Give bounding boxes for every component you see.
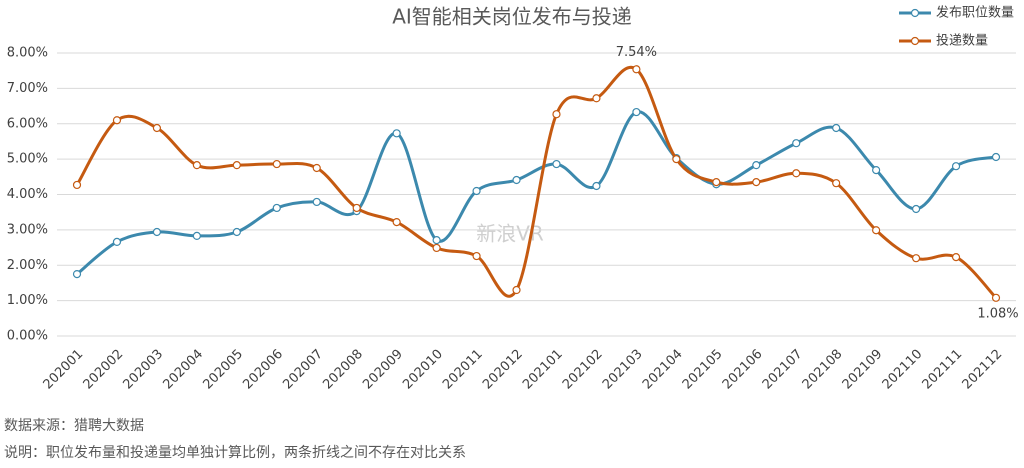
data-point xyxy=(272,203,281,213)
x-tick-label: 202006 xyxy=(240,347,286,393)
data-point xyxy=(192,231,201,240)
x-tick-label: 202011 xyxy=(440,347,486,393)
data-point xyxy=(312,163,321,173)
y-tick-label: 4.00% xyxy=(7,187,48,202)
y-tick-label: 8.00% xyxy=(7,46,48,61)
data-point xyxy=(832,123,841,133)
legend-label: 投递数量 xyxy=(936,33,988,49)
data-point xyxy=(832,179,841,188)
data-point xyxy=(232,227,241,237)
data-point xyxy=(951,162,961,171)
data-point xyxy=(712,178,721,187)
x-tick-label: 202007 xyxy=(280,347,326,393)
x-tick-label: 202106 xyxy=(720,347,766,393)
x-tick-label: 202012 xyxy=(480,347,526,393)
data-point xyxy=(632,107,641,117)
data-point xyxy=(152,227,162,237)
x-tick-label: 202003 xyxy=(121,347,167,393)
x-tick-label: 202108 xyxy=(800,347,846,393)
legend-marker xyxy=(910,36,920,46)
data-point xyxy=(392,129,401,138)
x-tick-label: 202008 xyxy=(320,347,366,393)
x-tick-label: 202010 xyxy=(400,347,446,393)
y-tick-label: 3.00% xyxy=(7,222,48,237)
x-tick-label: 202009 xyxy=(360,347,406,393)
y-tick-label: 0.00% xyxy=(7,329,48,344)
y-tick-label: 7.00% xyxy=(7,81,48,96)
data-point xyxy=(991,152,1001,162)
x-tick-label: 202107 xyxy=(760,347,806,393)
x-tick-label: 202101 xyxy=(520,347,566,393)
data-point xyxy=(152,123,162,133)
data-point xyxy=(911,254,921,263)
data-point xyxy=(312,197,321,207)
x-tick-label: 202001 xyxy=(41,347,87,393)
data-point xyxy=(512,175,521,185)
data-point xyxy=(352,203,361,213)
data-point xyxy=(672,155,681,164)
series-line xyxy=(75,65,998,299)
data-point xyxy=(951,253,961,262)
y-tick-label: 6.00% xyxy=(7,116,48,131)
data-point xyxy=(512,285,521,295)
data-point xyxy=(272,159,281,169)
data-point xyxy=(72,180,82,190)
legend-label: 发布职位数量 xyxy=(936,5,1014,21)
chart-title: AI智能相关岗位发布与投递 xyxy=(392,5,632,29)
data-point xyxy=(392,217,401,227)
x-tick-label: 202111 xyxy=(920,347,966,393)
data-point xyxy=(472,186,481,196)
x-tick-label: 202105 xyxy=(680,347,726,393)
data-point xyxy=(432,243,441,253)
data-point xyxy=(592,181,601,191)
x-tick-label: 202109 xyxy=(840,347,886,393)
x-tick-label: 202110 xyxy=(880,347,926,393)
y-tick-label: 5.00% xyxy=(7,152,48,167)
data-point xyxy=(991,293,1001,302)
y-tick-label: 2.00% xyxy=(7,258,48,273)
data-label: 7.54% xyxy=(616,45,657,60)
data-point xyxy=(592,94,601,103)
data-point xyxy=(911,204,921,214)
source-note: 数据来源：猎聘大数据 xyxy=(4,418,144,434)
data-point xyxy=(112,237,122,247)
data-point xyxy=(872,165,881,175)
data-point xyxy=(72,269,82,279)
data-point xyxy=(472,251,481,261)
x-tick-label: 202104 xyxy=(640,347,686,393)
data-point xyxy=(232,161,241,170)
data-label: 1.08% xyxy=(977,306,1018,321)
y-tick-label: 1.00% xyxy=(7,293,48,308)
data-point xyxy=(752,178,761,187)
data-point xyxy=(432,236,441,245)
data-point xyxy=(752,161,761,170)
data-point xyxy=(872,226,881,235)
series-line xyxy=(76,110,997,276)
x-tick-label: 202103 xyxy=(600,347,646,393)
data-point xyxy=(632,65,641,74)
data-point xyxy=(112,116,122,125)
data-point xyxy=(792,169,801,178)
legend-marker xyxy=(910,8,920,18)
x-tick-label: 202112 xyxy=(960,347,1006,393)
x-tick-label: 202002 xyxy=(81,347,127,393)
data-point xyxy=(552,159,561,169)
data-point xyxy=(192,161,201,170)
explanation-note: 说明：职位发布量和投递量均单独计算比例，两条折线之间不存在对比关系 xyxy=(4,444,466,461)
data-point xyxy=(552,110,561,119)
x-tick-label: 202102 xyxy=(560,347,606,393)
x-tick-label: 202004 xyxy=(160,347,206,393)
x-tick-label: 202005 xyxy=(200,347,246,393)
data-point xyxy=(792,139,801,148)
